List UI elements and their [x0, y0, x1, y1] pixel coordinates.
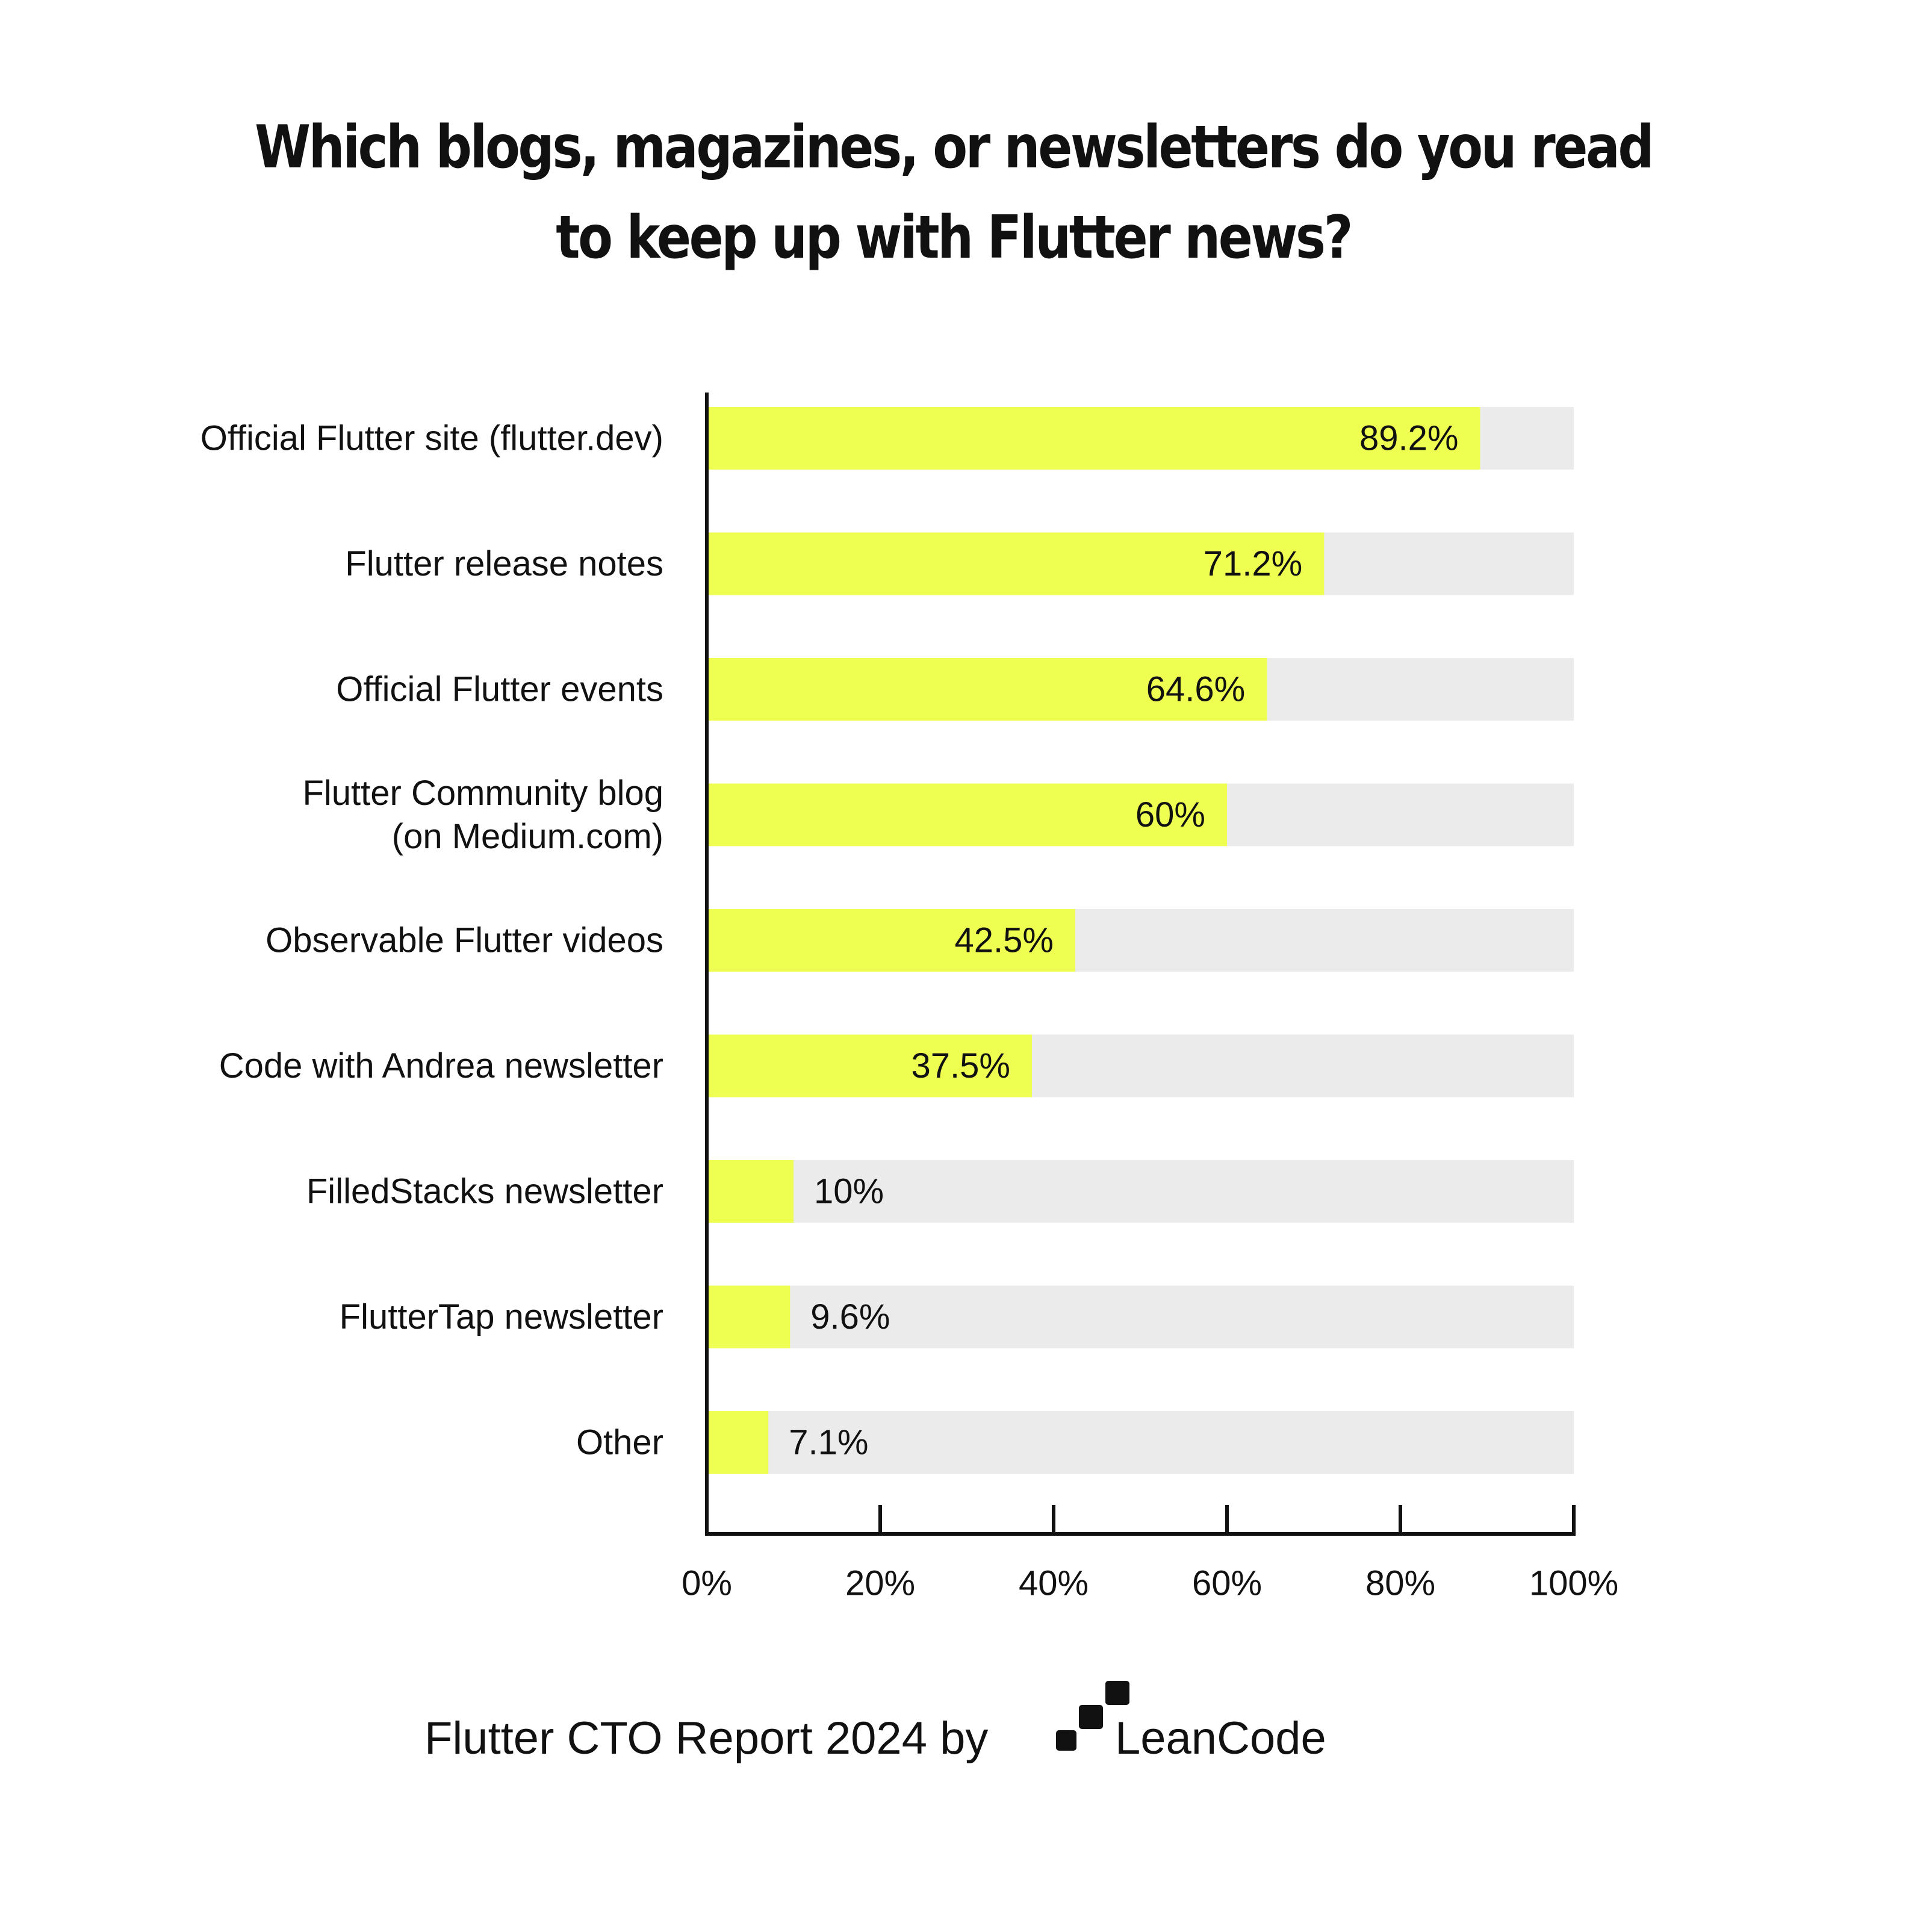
- x-tick-label: 80%: [1365, 1564, 1435, 1603]
- category-label: Official Flutter events: [336, 670, 663, 709]
- category-label: Flutter release notes: [345, 544, 663, 583]
- category-label: Official Flutter site (flutter.dev): [200, 419, 663, 458]
- data-label: 10%: [814, 1172, 884, 1211]
- bar: [707, 407, 1480, 470]
- category-label: Observable Flutter videos: [266, 921, 663, 960]
- data-label: 71.2%: [1204, 544, 1302, 583]
- chart-title-line-1: Which blogs, magazines, or newsletters d…: [255, 113, 1654, 182]
- category-label: (on Medium.com): [392, 817, 663, 856]
- bar-track: [707, 1411, 1574, 1474]
- x-tick-label: 100%: [1529, 1564, 1618, 1603]
- bar-track: [707, 1285, 1574, 1349]
- category-label: Flutter Community blog: [302, 774, 663, 813]
- bar-track: [707, 1160, 1574, 1223]
- bar: [707, 1285, 791, 1349]
- x-tick-label: 20%: [845, 1564, 915, 1603]
- bar: [707, 1034, 1032, 1097]
- footer-text: Flutter CTO Report 2024 by: [424, 1713, 989, 1764]
- category-label: Code with Andrea newsletter: [219, 1046, 663, 1085]
- x-tick-label: 60%: [1192, 1564, 1262, 1603]
- data-label: 7.1%: [789, 1423, 868, 1462]
- bar: [707, 1411, 769, 1474]
- data-label: 89.2%: [1359, 419, 1458, 458]
- bar: [707, 532, 1325, 595]
- category-label: FlutterTap newsletter: [340, 1297, 663, 1336]
- bar: [707, 1160, 794, 1223]
- chart-title-line-2: to keep up with Flutter news?: [556, 203, 1353, 272]
- x-tick-label: 0%: [682, 1564, 732, 1603]
- bar: [707, 783, 1227, 846]
- brand-name: LeanCode: [1115, 1713, 1326, 1764]
- bar: [707, 658, 1267, 721]
- data-label: 42.5%: [955, 921, 1054, 960]
- bar: [707, 909, 1075, 972]
- category-label: FilledStacks newsletter: [306, 1172, 663, 1211]
- data-label: 9.6%: [810, 1297, 890, 1336]
- leancode-steps-icon: [1056, 1668, 1321, 1764]
- data-label: 64.6%: [1146, 670, 1245, 709]
- footer: Flutter CTO Report 2024 by LeanCode: [0, 1668, 1932, 1764]
- x-tick-label: 40%: [1019, 1564, 1089, 1603]
- chart-title: Which blogs, magazines, or newsletters d…: [123, 102, 1784, 283]
- data-label: 60%: [1135, 795, 1205, 834]
- data-label: 37.5%: [912, 1046, 1010, 1085]
- category-label: Other: [576, 1423, 663, 1462]
